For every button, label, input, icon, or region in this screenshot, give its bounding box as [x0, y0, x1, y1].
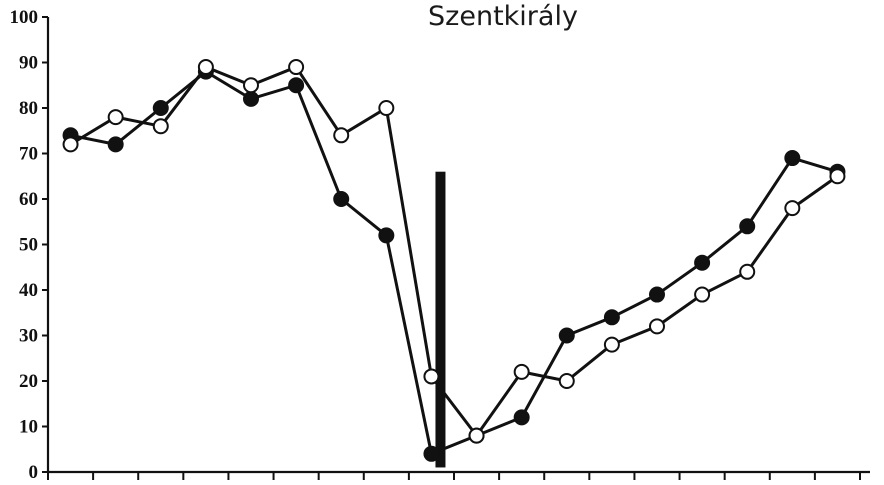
series-2-point — [784, 200, 801, 217]
y-tick-label: 20 — [19, 371, 38, 392]
y-tick-label: 70 — [19, 144, 38, 165]
y-tick-label: 50 — [19, 235, 38, 256]
series-1-point — [649, 286, 665, 303]
series-group — [62, 59, 846, 462]
series-1-point — [513, 409, 530, 426]
series-2-point — [739, 263, 756, 280]
series-2-point — [468, 427, 485, 444]
series-2-point — [107, 109, 124, 126]
series-1-point — [784, 150, 801, 167]
series-2-point — [603, 336, 620, 353]
series-2-point — [829, 168, 846, 185]
y-tick-label: 100 — [10, 7, 39, 28]
chart-title: Szentkirály — [428, 1, 578, 32]
series-2-point — [558, 373, 575, 389]
series-2-point — [197, 59, 214, 76]
series-2-point — [378, 100, 395, 116]
series-1-point — [694, 254, 711, 271]
y-tick-label: 30 — [19, 326, 38, 347]
series-2-line — [69, 65, 839, 438]
series-1-point — [107, 136, 124, 153]
series-1-point — [603, 309, 620, 326]
event-bar — [435, 171, 446, 468]
series-1-point — [739, 218, 756, 235]
y-tick-label: 80 — [19, 98, 38, 119]
y-tick-label: 40 — [19, 280, 38, 301]
series-1-point — [423, 445, 440, 462]
series-2-point — [694, 286, 711, 303]
series-1-point — [243, 90, 259, 107]
series-1-point — [288, 77, 305, 94]
series-2-point — [513, 363, 530, 380]
series-1-line — [70, 70, 838, 456]
y-tick-label: 90 — [19, 53, 38, 74]
y-tick-label: 60 — [19, 189, 38, 210]
series-1-point — [152, 100, 169, 116]
series-2-point — [649, 318, 665, 335]
series-2-point — [423, 368, 440, 385]
series-2-point — [62, 136, 79, 153]
x-axis — [47, 470, 870, 480]
series-1-point — [378, 227, 395, 244]
series-2-point — [243, 77, 259, 94]
series-2-point — [152, 118, 169, 135]
y-axis: 0 10 20 30 40 50 60 70 80 90 100 — [10, 7, 50, 483]
series-1-point — [558, 327, 575, 344]
series-2-point — [333, 127, 350, 144]
event-marker — [435, 171, 446, 468]
series-1-point — [333, 191, 350, 207]
y-tick-label: 10 — [19, 417, 38, 438]
y-tick-label: 0 — [29, 462, 39, 483]
series-2-point — [288, 59, 305, 76]
